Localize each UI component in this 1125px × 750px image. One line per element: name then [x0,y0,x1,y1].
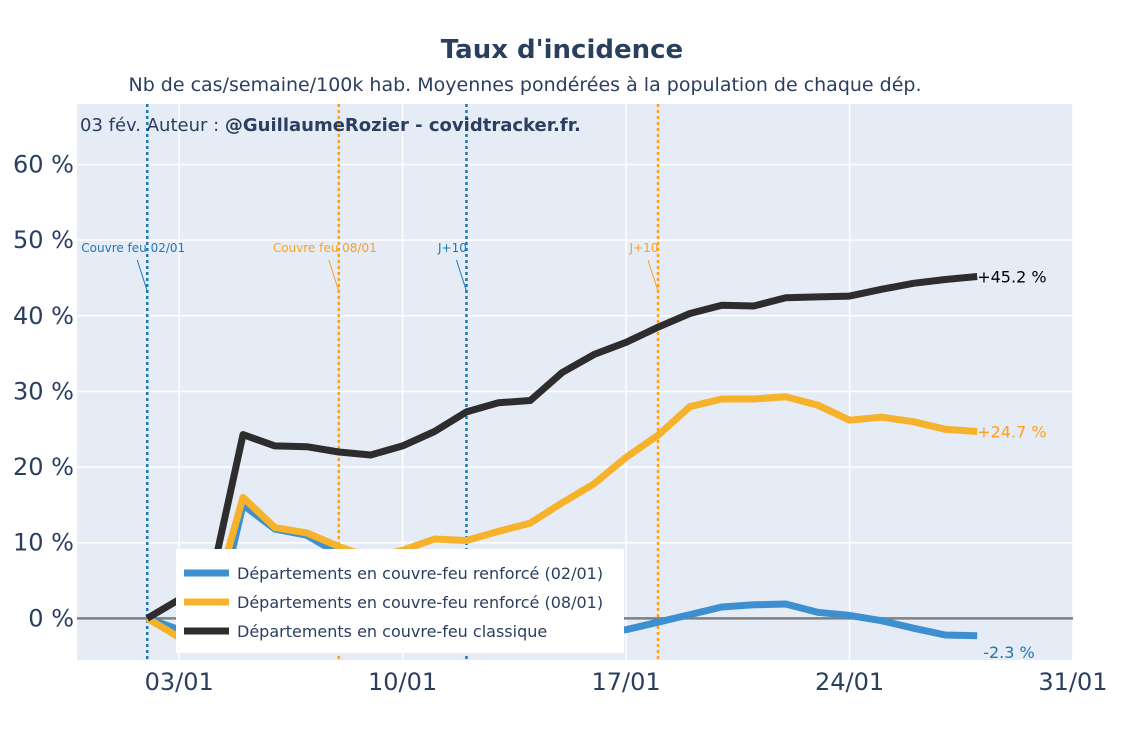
x-tick-label: 03/01 [145,668,214,696]
annotation-arrow [136,259,148,292]
x-tick-label: 10/01 [368,668,437,696]
event-label: Couvre feu 02/01 [81,241,185,255]
event-label: J+10 [629,241,659,255]
credit-author: @GuillaumeRozier - covidtracker.fr. [225,115,581,136]
series-line-2 [145,273,978,622]
legend: Départements en couvre-feu renforcé (02/… [176,549,624,653]
end-label: -2.3 % [983,643,1035,662]
event-label: J+10 [437,241,467,255]
end-label: +45.2 % [977,267,1046,286]
y-tick-label: 60 % [13,151,74,179]
annotation-arrow [455,259,467,292]
y-tick-label: 10 % [13,529,74,557]
x-tick-label: 24/01 [815,668,884,696]
x-tick-label: 31/01 [1038,668,1107,696]
y-tick-label: 0 % [28,604,74,632]
y-tick-label: 50 % [13,226,74,254]
chart-subtitle: Nb de cas/semaine/100k hab. Moyennes pon… [128,74,921,96]
legend-box [176,549,624,653]
event-label: Couvre feu 08/01 [273,241,377,255]
chart-title: Taux d'incidence [441,35,683,65]
y-tick-label: 30 % [13,377,74,405]
y-tick-label: 20 % [13,453,74,481]
author-credit: 03 fév. Auteur : @GuillaumeRozier - covi… [80,115,581,136]
annotation-arrow [328,259,340,292]
legend-label: Départements en couvre-feu classique [237,622,547,641]
annotation-arrow [647,259,659,292]
series-line-1 [145,393,978,641]
y-tick-label: 40 % [13,302,74,330]
end-label: +24.7 % [977,423,1046,442]
x-tick-label: 17/01 [591,668,660,696]
credit-date: 03 fév. Auteur : [80,115,225,136]
legend-label: Départements en couvre-feu renforcé (02/… [237,564,603,583]
legend-label: Départements en couvre-feu renforcé (08/… [237,593,603,612]
